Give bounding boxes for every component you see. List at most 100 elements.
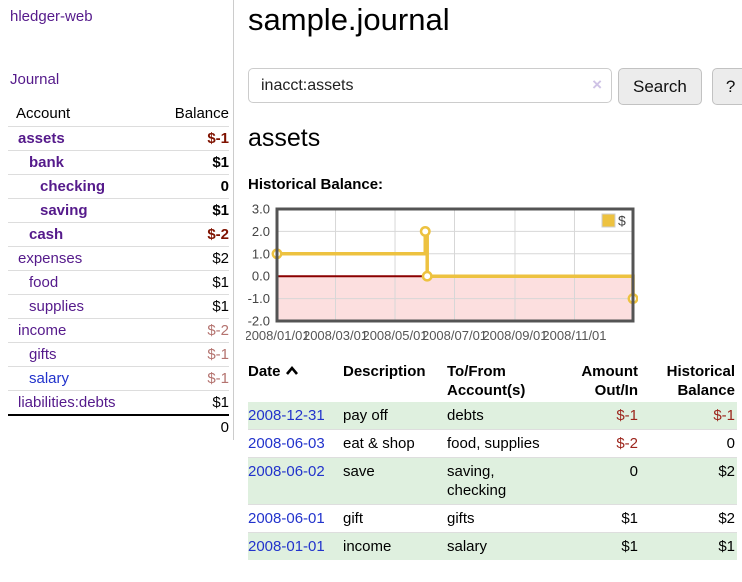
- account-link-gifts[interactable]: gifts: [29, 346, 57, 363]
- account-balance: $1: [154, 294, 229, 319]
- x-tick-label: 2008/07/01: [422, 328, 487, 343]
- sort-ascending-icon: [285, 362, 299, 381]
- account-row: gifts $-1: [8, 342, 229, 367]
- page-title: sample.journal: [248, 2, 450, 37]
- register-amount: $-1: [616, 407, 638, 424]
- account-row: supplies $1: [8, 294, 229, 319]
- register-date-link[interactable]: 2008-06-02: [248, 463, 325, 480]
- account-balance: $-1: [154, 126, 229, 151]
- account-balance: $-1: [154, 342, 229, 367]
- account-row: salary $-1: [8, 366, 229, 391]
- clear-search-icon[interactable]: ×: [592, 75, 602, 94]
- x-tick-label: 2008/09/01: [482, 328, 547, 343]
- account-link-expenses[interactable]: expenses: [18, 250, 83, 267]
- account-row: cash $-2: [8, 222, 229, 247]
- app-brand-link[interactable]: hledger-web: [10, 8, 93, 25]
- register-balance: $2: [718, 463, 735, 480]
- legend-label: $: [618, 213, 626, 229]
- legend-swatch: [601, 213, 616, 228]
- register-accounts: saving, checking: [447, 463, 507, 499]
- nav-journal-link[interactable]: Journal: [10, 71, 60, 88]
- register-col-date[interactable]: Date: [248, 360, 343, 402]
- plot-border: [275, 207, 635, 323]
- x-tick-label: 2008/03/01: [303, 328, 368, 343]
- register-date-link[interactable]: 2008-01-01: [248, 538, 325, 555]
- account-link-income[interactable]: income: [18, 322, 67, 339]
- register-balance: $-1: [713, 407, 735, 424]
- account-link-assets[interactable]: assets: [18, 130, 65, 147]
- account-link-liabilities-debts[interactable]: liabilities:debts: [18, 394, 116, 411]
- account-row: income $-2: [8, 318, 229, 343]
- account-row: food $1: [8, 270, 229, 295]
- chart-title: Historical Balance:: [248, 176, 384, 193]
- account-row: bank $1: [8, 150, 229, 175]
- account-balance: $-2: [154, 318, 229, 343]
- accounts-table: Account Balance assets $-1 bank $1 checking 0…: [8, 101, 229, 439]
- account-heading: assets: [248, 124, 321, 152]
- account-link-cash[interactable]: cash: [29, 226, 64, 243]
- y-tick-label: 2.0: [252, 224, 270, 239]
- search-button[interactable]: Search: [618, 68, 702, 105]
- account-row: saving $1: [8, 198, 229, 223]
- account-balance: 0: [154, 174, 229, 199]
- register-date-link[interactable]: 2008-06-01: [248, 510, 325, 527]
- register-col-amount: Amount Out/In: [581, 363, 638, 399]
- register-row: 2008-01-01 income salary $1 $1: [248, 532, 737, 560]
- register-row: 2008-06-02 save saving, checking 0 $2: [248, 457, 737, 505]
- accounts-total-value: 0: [154, 414, 229, 439]
- register-date-link[interactable]: 2008-12-31: [248, 407, 325, 424]
- account-link-food[interactable]: food: [29, 274, 59, 291]
- register-accounts: food, supplies: [447, 435, 540, 452]
- search-input[interactable]: [248, 68, 612, 103]
- account-row: liabilities:debts $1: [8, 390, 229, 415]
- sidebar-divider: [233, 0, 234, 440]
- y-tick-label: 0.0: [252, 269, 270, 284]
- account-link-saving[interactable]: saving: [40, 202, 88, 219]
- register-balance: $2: [718, 510, 735, 527]
- account-link-checking[interactable]: checking: [40, 178, 106, 195]
- register-amount: $-2: [616, 435, 638, 452]
- help-button[interactable]: ?: [711, 68, 742, 105]
- register-amount: 0: [629, 463, 638, 480]
- register-row: 2008-06-01 gift gifts $1 $2: [248, 504, 737, 533]
- register-row: 2008-12-31 pay off debts $-1 $-1: [248, 402, 737, 430]
- account-balance: $-1: [154, 366, 229, 391]
- register-row: 2008-06-03 eat & shop food, supplies $-2 0: [248, 429, 737, 458]
- x-tick-label: 2008/11/01: [542, 328, 606, 343]
- account-row: checking 0: [8, 174, 229, 199]
- account-row: expenses $2: [8, 246, 229, 271]
- accounts-total-row: 0: [8, 414, 229, 439]
- register-balance: 0: [726, 435, 735, 452]
- accounts-total-spacer: [8, 414, 155, 439]
- account-balance: $-2: [154, 222, 229, 247]
- x-tick-label: 2008/05/01: [362, 328, 427, 343]
- register-col-date-label: Date: [248, 363, 281, 380]
- register-description: pay off: [343, 407, 388, 424]
- account-link-salary[interactable]: salary: [29, 370, 70, 387]
- account-row: assets $-1: [8, 126, 229, 151]
- y-tick-label: 3.0: [252, 202, 270, 217]
- x-tick-label: 2008/01/01: [246, 328, 310, 343]
- search-form: × Search ?: [248, 68, 742, 105]
- register-amount: $1: [621, 510, 638, 527]
- register-col-accounts: To/From Account(s): [447, 363, 526, 399]
- register-description: eat & shop: [343, 435, 415, 452]
- sidebar: hledger-web Journal Account Balance asse…: [0, 0, 233, 582]
- y-tick-label: -2.0: [248, 314, 270, 329]
- register-date-link[interactable]: 2008-06-03: [248, 435, 325, 452]
- account-balance: $1: [154, 198, 229, 223]
- main-content: sample.journal × Search ? assets Histori…: [244, 0, 742, 582]
- register-accounts: salary: [447, 538, 488, 555]
- data-point-marker: [419, 225, 431, 237]
- register-col-balance: Historical Balance: [666, 363, 735, 399]
- y-tick-label: -1.0: [248, 291, 270, 306]
- data-point-marker: [421, 270, 433, 282]
- register-header-row: Date Description To/From Account(s) Amou…: [248, 360, 737, 402]
- register-accounts: debts: [447, 407, 484, 424]
- account-link-supplies[interactable]: supplies: [29, 298, 85, 315]
- y-tick-label: 1.0: [252, 246, 270, 261]
- account-link-bank[interactable]: bank: [29, 154, 65, 171]
- accounts-header-row: Account Balance: [8, 101, 229, 127]
- register-description: gift: [343, 510, 364, 527]
- account-balance: $2: [154, 246, 229, 271]
